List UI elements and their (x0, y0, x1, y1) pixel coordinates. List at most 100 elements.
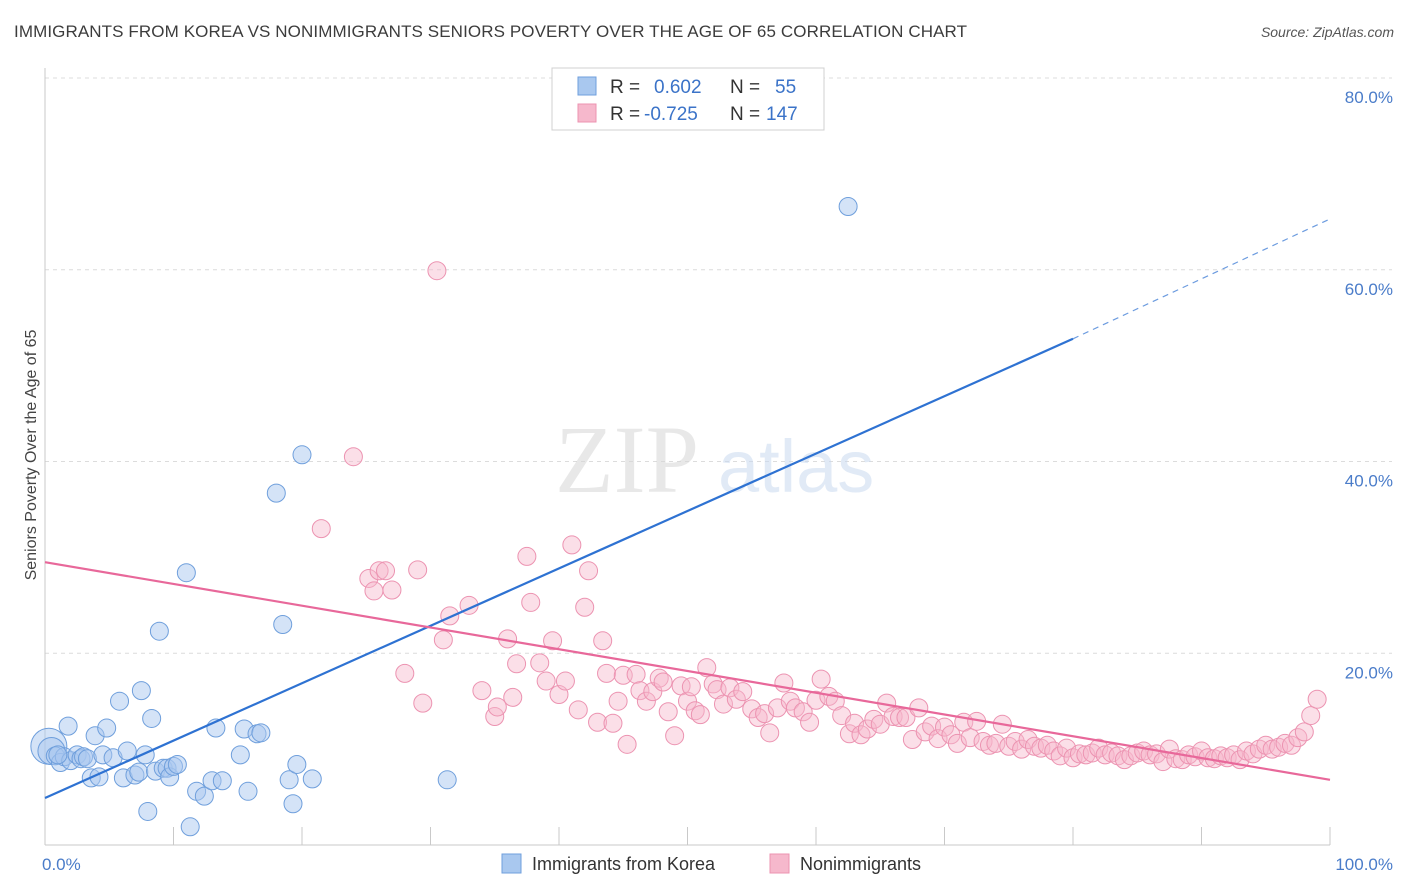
data-point-nonimmigrant (395, 663, 415, 683)
data-point-nonimmigrant (472, 681, 492, 701)
data-point-korea (279, 770, 299, 790)
data-point-nonimmigrant (575, 597, 595, 617)
data-point-korea (287, 754, 307, 774)
data-point-nonimmigrant (979, 735, 999, 755)
legend-r-label-korea: R = (610, 77, 640, 98)
data-point-nonimmigrant (1301, 706, 1321, 726)
data-point-nonimmigrant (617, 734, 637, 754)
data-point-nonimmigrant (530, 653, 550, 673)
data-point-korea (97, 718, 117, 738)
data-point-nonimmigrant (487, 697, 507, 717)
chart-title: IMMIGRANTS FROM KOREA VS NONIMMIGRANTS S… (14, 22, 968, 41)
data-point-korea (117, 741, 137, 761)
trend-line-korea (44, 337, 1074, 800)
data-point-nonimmigrant (1262, 739, 1282, 759)
data-point-korea (283, 794, 303, 814)
data-point-korea (149, 621, 169, 641)
data-point-nonimmigrant (376, 561, 396, 581)
data-point-nonimmigrant (733, 682, 753, 702)
data-point-nonimmigrant (793, 702, 813, 722)
data-point-nonimmigrant (311, 519, 331, 539)
data-point-nonimmigrant (653, 672, 673, 692)
data-point-nonimmigrant (507, 654, 527, 674)
data-point-nonimmigrant (986, 733, 1006, 753)
data-point-nonimmigrant (890, 707, 910, 727)
data-point-nonimmigrant (603, 713, 623, 733)
data-point-nonimmigrant (413, 693, 433, 713)
data-point-nonimmigrant (678, 691, 697, 711)
data-point-nonimmigrant (543, 631, 563, 651)
data-point-nonimmigrant (440, 606, 460, 626)
data-point-nonimmigrant (521, 592, 541, 612)
legend-r-value-nonimm: -0.725 (644, 104, 698, 125)
data-point-nonimmigrant (1307, 689, 1327, 709)
data-point-korea (194, 786, 214, 806)
y-tick-label: 20.0% (1345, 663, 1393, 682)
data-point-korea (292, 445, 312, 465)
data-point-korea (167, 754, 187, 774)
data-point-korea (131, 681, 151, 701)
data-point-nonimmigrant (845, 713, 865, 733)
legend-n-value-nonimm: 147 (766, 104, 798, 125)
axes (44, 68, 1331, 846)
data-point-korea (273, 614, 293, 634)
data-point-nonimmigrant (536, 671, 556, 691)
bottom-legend-label-korea: Immigrants from Korea (532, 854, 716, 874)
data-point-korea (110, 691, 130, 711)
data-point-korea (251, 723, 271, 743)
bottom-legend-swatch-korea (501, 853, 522, 874)
data-point-korea (238, 781, 258, 801)
x-tick-label: 100.0% (1335, 855, 1393, 874)
bottom-legend: Immigrants from Korea Nonimmigrants (501, 853, 921, 874)
data-point-nonimmigrant (665, 726, 685, 746)
data-point-nonimmigrant (433, 630, 453, 650)
bottom-legend-label-nonimm: Nonimmigrants (800, 854, 921, 874)
legend-swatch-korea (577, 76, 597, 96)
source-credit: Source: ZipAtlas.com (1260, 24, 1394, 40)
data-point-korea (142, 708, 162, 728)
x-tick-label: 0.0% (42, 855, 81, 874)
data-point-korea (180, 817, 200, 837)
data-point-korea (437, 770, 457, 790)
data-point-nonimmigrant (1281, 735, 1301, 755)
top-legend: R = 0.602 N = 55 R = -0.725 N = 147 (551, 67, 825, 131)
data-point-nonimmigrant (636, 691, 656, 711)
data-point-nonimmigrant (649, 668, 669, 688)
data-point-nonimmigrant (960, 728, 980, 748)
data-point-nonimmigrant (382, 580, 402, 600)
data-point-nonimmigrant (681, 677, 701, 697)
data-point-nonimmigrant (593, 631, 613, 651)
y-axis-label: Seniors Poverty Over the Age of 65 (23, 330, 40, 581)
data-point-nonimmigrant (697, 658, 717, 678)
data-point-korea (212, 771, 232, 791)
trend-line-nonimmigrants (44, 561, 1331, 781)
data-point-nonimmigrant (568, 700, 588, 720)
data-point-korea (129, 762, 149, 782)
data-point-nonimmigrant (780, 691, 800, 711)
data-point-nonimmigrant (369, 561, 389, 581)
legend-n-label-nonimm: N = (730, 104, 760, 125)
data-point-nonimmigrant (806, 690, 826, 710)
data-point-korea (176, 563, 196, 583)
data-point-nonimmigrant (359, 568, 379, 588)
data-point-nonimmigrant (588, 712, 608, 732)
data-point-nonimmigrant (503, 687, 523, 707)
data-point-nonimmigrant (857, 719, 877, 739)
y-tick-label: 40.0% (1345, 472, 1393, 491)
legend-r-label-nonimm: R = (610, 104, 640, 125)
data-point-nonimmigrant (1057, 738, 1077, 758)
data-point-nonimmigrant (1275, 733, 1295, 753)
grid-lines (45, 77, 1392, 654)
data-point-nonimmigrant (658, 702, 678, 722)
bottom-legend-swatch-nonimm (769, 853, 790, 874)
data-point-nonimmigrant (755, 704, 775, 724)
y-tick-label: 60.0% (1345, 280, 1393, 299)
tick-labels: 20.0% 40.0% 60.0% 80.0% 0.0% 100.0% (42, 88, 1393, 874)
data-point-korea (838, 196, 858, 216)
legend-r-value-korea: 0.602 (654, 77, 702, 98)
data-point-korea (48, 745, 68, 765)
trend-lines (44, 218, 1331, 800)
data-point-nonimmigrant (928, 729, 948, 749)
legend-box (551, 67, 825, 131)
data-point-nonimmigrant (555, 671, 575, 691)
